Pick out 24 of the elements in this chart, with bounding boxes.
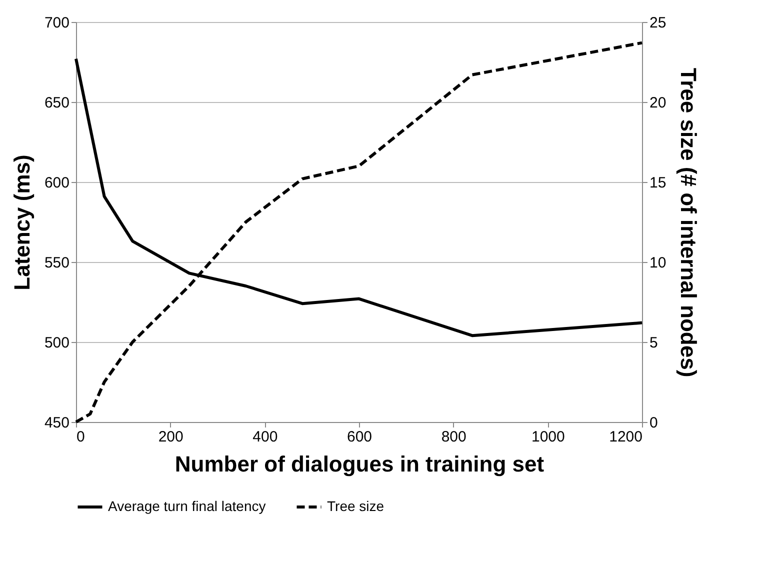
y2-tick-label: 25 [650, 14, 666, 32]
y-tick-label: 700 [44, 14, 70, 32]
y-tick-label: 650 [44, 94, 70, 112]
x-tick-label: 200 [158, 428, 184, 446]
y2-axis-title: Tree size (# of internal nodes) [676, 68, 702, 378]
x-tick-label: 1200 [609, 428, 642, 446]
y-tick-label: 550 [44, 254, 70, 272]
y-axis-title: Latency (ms) [9, 154, 34, 290]
x-tick-label: 0 [76, 428, 85, 446]
y2-tick-label: 5 [650, 334, 658, 352]
legend-label: Average turn final latency [108, 498, 266, 514]
x-tick-label: 400 [252, 428, 278, 446]
y2-tick-label: 15 [650, 174, 666, 192]
x-tick-label: 600 [346, 428, 372, 446]
y-tick-label: 450 [44, 414, 70, 432]
y2-tick-label: 10 [650, 254, 666, 272]
x-tick-label: 800 [441, 428, 466, 446]
y-tick-label: 500 [44, 334, 70, 352]
x-axis-title: Number of dialogues in training set [174, 452, 545, 476]
y-tick-label: 600 [44, 174, 70, 192]
y2-tick-label: 20 [650, 94, 666, 112]
x-tick-label: 1000 [531, 428, 565, 446]
y2-tick-label: 0 [650, 414, 658, 432]
legend-label: Tree size [327, 498, 384, 514]
